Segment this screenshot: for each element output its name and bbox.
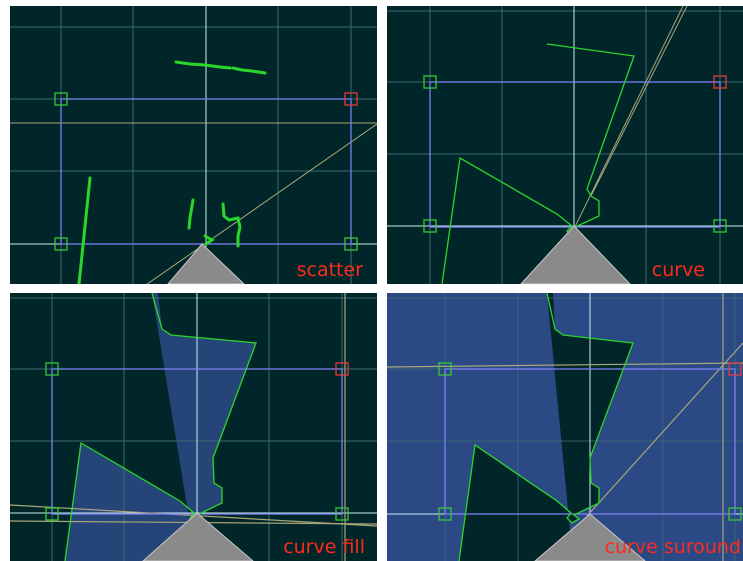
scan-fill-area <box>65 293 256 561</box>
mode-label: curve <box>651 259 705 281</box>
markers <box>54 92 358 251</box>
laser-line <box>586 342 743 517</box>
canvas-background <box>10 6 377 284</box>
corner-marker[interactable] <box>344 237 358 251</box>
viewport-curve-fill[interactable]: curve fill <box>10 293 377 561</box>
markers <box>45 362 349 521</box>
corner-marker[interactable] <box>45 362 59 376</box>
corner-marker[interactable] <box>423 75 437 89</box>
viewport-curve[interactable]: curve <box>387 6 743 284</box>
corner-marker[interactable] <box>54 237 68 251</box>
robot-icon <box>520 225 631 284</box>
laser-line <box>590 6 688 197</box>
corner-marker[interactable] <box>713 219 727 233</box>
mode-label: scatter <box>296 259 363 281</box>
viewport-curve-surround[interactable]: curve suround <box>387 293 743 561</box>
corner-marker[interactable] <box>45 507 59 521</box>
robot-icon <box>167 243 245 284</box>
corner-marker[interactable] <box>54 92 68 106</box>
scan-curve <box>64 293 257 561</box>
curve-fill-canvas <box>10 293 377 561</box>
curve-surround-canvas <box>387 293 743 561</box>
laser-line <box>146 123 377 284</box>
robot-icon <box>534 513 646 561</box>
markers <box>438 362 742 521</box>
corner-marker-selected[interactable] <box>713 75 727 89</box>
corner-marker[interactable] <box>423 219 437 233</box>
corner-marker[interactable] <box>438 507 452 521</box>
corner-marker[interactable] <box>438 362 452 376</box>
curve-canvas <box>387 6 743 284</box>
mode-label: curve fill <box>283 536 365 558</box>
corner-marker-selected[interactable] <box>344 92 358 106</box>
mode-label: curve suround <box>604 536 741 558</box>
viewport-scatter[interactable]: scatter <box>10 6 377 284</box>
scan-curve <box>458 293 634 561</box>
scatter-canvas <box>10 6 377 284</box>
laser-line <box>387 362 743 368</box>
corner-marker[interactable] <box>728 507 742 521</box>
robot-icon <box>142 512 254 561</box>
corner-marker-selected[interactable] <box>335 362 349 376</box>
corner-marker-selected[interactable] <box>728 362 742 376</box>
corner-marker[interactable] <box>335 507 349 521</box>
scan-points <box>77 60 267 284</box>
markers <box>423 75 727 233</box>
